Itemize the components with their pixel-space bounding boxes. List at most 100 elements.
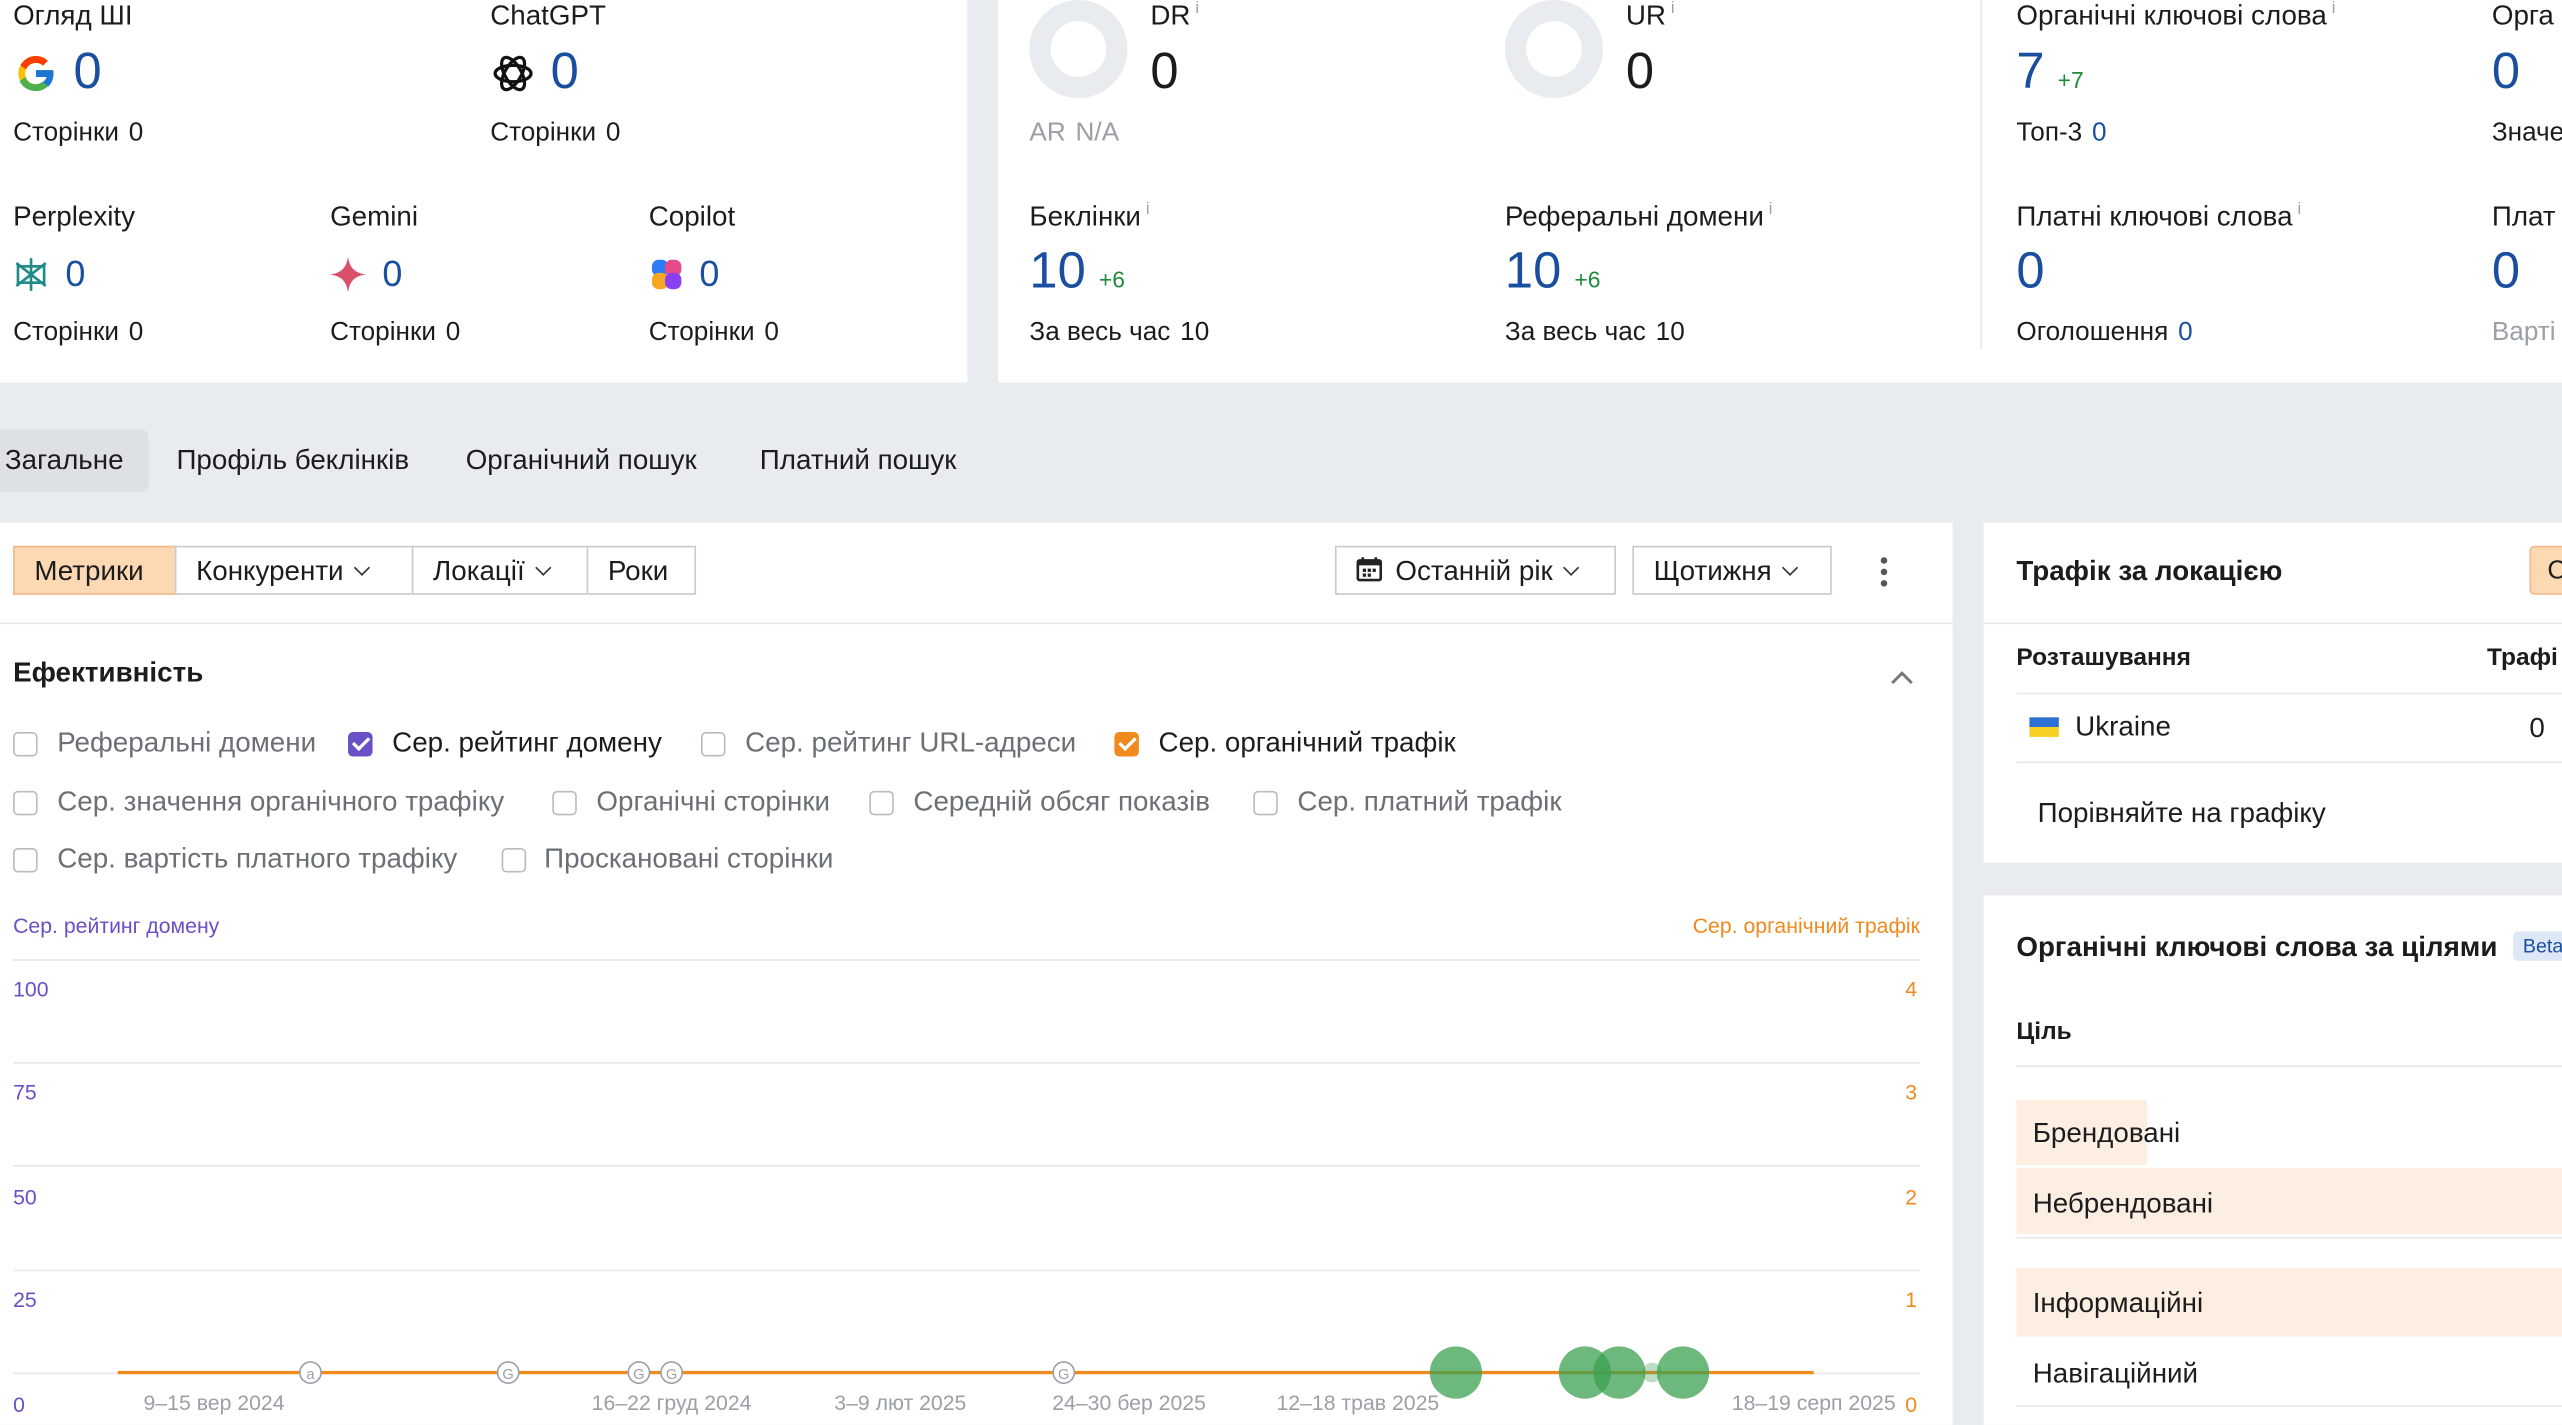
event-bubble[interactable] [1593,1346,1646,1399]
checkbox-label[interactable]: Органічні сторінки [596,785,831,817]
annotation-marker[interactable]: G [660,1361,684,1384]
checkbox-avg-impressions[interactable] [869,790,894,816]
checkbox-label[interactable]: Сер. платний трафік [1297,785,1562,817]
organic-traffic-series-line [117,1370,1814,1375]
backlinks-value-row: 10 +6 [1029,242,1125,301]
intent-row-label[interactable]: Брендовані [2032,1117,2181,1149]
x-tick-label: 24–30 бер 2025 [1052,1390,1206,1416]
checkbox-label[interactable]: Середній обсяг показів [913,785,1211,817]
all-time-label: За весь час [1504,318,1646,347]
chatgpt-value[interactable]: 0 [550,42,579,100]
event-bubble[interactable] [1656,1346,1710,1399]
tab-overview[interactable]: Загальне [0,429,149,492]
compare-on-chart-link[interactable]: Порівняйте на графіку [2037,797,2326,829]
locations-dropdown[interactable]: Локації [411,545,589,595]
info-icon[interactable]: i [1670,0,1675,19]
paid-keywords-value[interactable]: 0 [2016,241,2045,300]
interval-dropdown[interactable]: Щотижня [1632,545,1832,595]
annotation-marker[interactable]: a [299,1361,322,1384]
ur-label: UR i [1626,0,1675,33]
organic-keywords-value[interactable]: 7 [2016,42,2045,100]
more-options-icon[interactable] [1876,556,1892,589]
ai-overview-value[interactable]: 0 [73,42,102,100]
checkbox-crawled-pages[interactable] [501,848,527,873]
checkbox-label[interactable]: Сер. значення органічного трафіку [57,785,505,817]
metrics-card: DR i 0 AR N/A UR i 0 Беклінки i 10 +6 За весь… [998,0,2562,383]
checkbox-label[interactable]: Реферальні домени [57,727,317,759]
pages-label: Сторінки [13,119,120,148]
left-tick-label: 50 [13,1184,37,1210]
annotation-marker[interactable]: G [627,1361,651,1384]
pages-value: 0 [605,119,621,148]
dr-value: 0 [1150,42,1179,100]
gridline [13,1062,1920,1064]
years-button[interactable]: Роки [586,545,697,595]
tab-backlink-profile[interactable]: Профіль беклінків [176,444,410,476]
organic-keywords-delta: +7 [2057,66,2084,94]
collapse-chevron-icon[interactable] [1891,665,1913,685]
top3-label: Топ-3 [2016,119,2083,148]
checkbox-organic-pages[interactable] [552,790,577,816]
chevron-down-icon [535,559,552,576]
compare-badge-button[interactable]: С [2529,545,2562,595]
column-intent[interactable]: Ціль [2016,1017,2072,1046]
left-tick-label: 75 [13,1080,37,1105]
copilot-label: Copilot [648,200,736,233]
backlinks-value[interactable]: 10 [1029,241,1086,300]
paid-traffic-value[interactable]: 0 [2491,241,2521,300]
info-icon[interactable]: i [1195,0,1200,19]
competitors-dropdown[interactable]: Конкуренти [174,545,414,595]
ref-domains-value[interactable]: 10 [1504,241,1562,300]
gemini-value[interactable]: 0 [382,253,403,295]
perplexity-value[interactable]: 0 [65,253,86,295]
dr-ring [1029,0,1128,99]
tab-organic-search[interactable]: Органічний пошук [465,444,697,476]
annotation-marker[interactable]: G [496,1361,520,1384]
info-icon[interactable]: i [2297,201,2302,220]
intent-keywords-title: Органічні ключові слова за цілями [2016,931,2498,963]
checkbox-label[interactable]: Проскановані сторінки [544,843,834,875]
checkbox-organic-traffic-value[interactable] [13,790,38,816]
checkbox-label[interactable]: Сер. вартість платного трафіку [57,843,458,875]
gemini-label: Gemini [330,200,419,233]
pages-value: 0 [445,318,461,347]
intent-row-label[interactable]: Небрендовані [2032,1187,2214,1219]
checkbox-ref-domains[interactable] [13,732,38,757]
traffic-by-location-card: Трафік за локацією С Розташування Трафі … [1983,522,2562,863]
annotation-marker[interactable]: G [1052,1361,1076,1384]
event-bubble[interactable] [1642,1362,1662,1383]
column-traffic[interactable]: Трафі [2486,643,2558,672]
info-icon[interactable]: i [2331,0,2336,19]
table-row[interactable]: Ukraine [2029,711,2562,747]
checkbox-avg-organic-traffic[interactable] [1114,732,1139,757]
period-dropdown[interactable]: Останній рік [1334,545,1617,595]
x-tick-label: 18–19 серп 2025 [1731,1390,1896,1416]
event-bubble[interactable] [1429,1346,1483,1399]
paid-traffic-sub: Варті [2491,318,2556,347]
checkbox-avg-domain-rating[interactable] [348,732,373,757]
organic-traffic-value[interactable]: 0 [2491,42,2521,100]
right-tick-label: 0 [1905,1392,1918,1417]
metrics-button[interactable]: Метрики [13,545,177,595]
organic-keywords-value-row: 7 +7 [2016,42,2083,101]
checkbox-label[interactable]: Сер. рейтинг URL-адреси [745,727,1077,759]
intent-row-label[interactable]: Навігаційний [2032,1357,2199,1389]
checkbox-paid-traffic-cost[interactable] [13,848,38,873]
checkbox-label[interactable]: Сер. органічний трафік [1158,727,1456,759]
checkbox-label[interactable]: Сер. рейтинг домену [392,727,662,759]
intent-bar-branded [2016,1099,2148,1166]
copilot-value[interactable]: 0 [699,253,720,295]
intent-row-label[interactable]: Інформаційні [2032,1287,2204,1319]
right-axis-label: Сер. органічний трафік [1692,913,1920,938]
checkbox-avg-url-rating[interactable] [700,732,726,757]
info-icon[interactable]: i [1768,201,1773,220]
organic-keywords-label: Органічні ключові слова i [2016,0,2335,33]
intent-row-divider [2016,1405,2562,1407]
chatgpt-icon [490,51,536,105]
column-location[interactable]: Розташування [2016,643,2191,672]
top3-value[interactable]: 0 [2092,119,2107,148]
ads-value[interactable]: 0 [2178,318,2193,347]
info-icon[interactable]: i [1145,201,1150,220]
tab-paid-search[interactable]: Платний пошук [759,444,957,476]
checkbox-avg-paid-traffic[interactable] [1253,790,1278,816]
